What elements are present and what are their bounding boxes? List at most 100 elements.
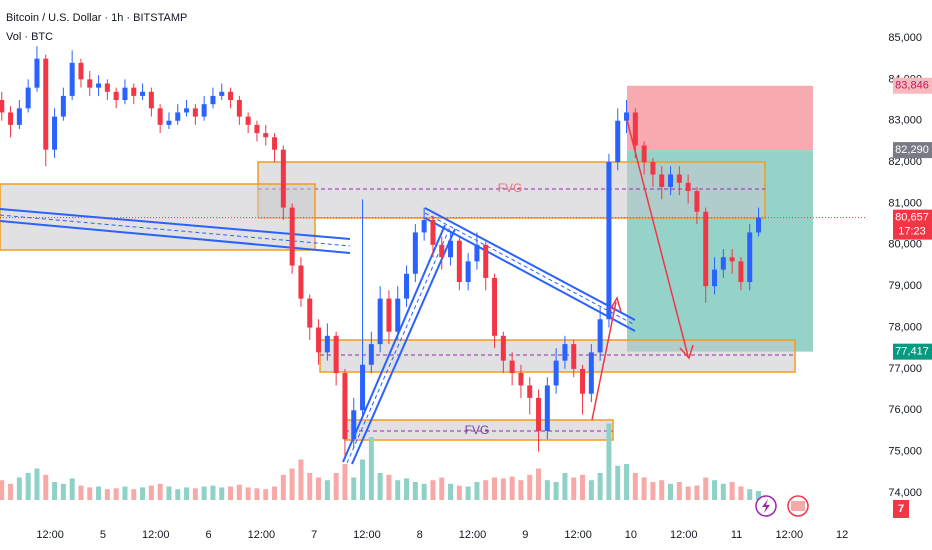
volume-bar (474, 482, 480, 500)
y-tick-label: 80,000 (888, 239, 922, 251)
x-tick-label: 12:00 (670, 529, 698, 541)
candle-body (272, 137, 278, 150)
volume-bar (659, 480, 665, 500)
volume-bar (254, 488, 260, 500)
candle-body (527, 385, 533, 398)
candle-body (536, 397, 542, 431)
candle-body (641, 145, 647, 163)
volume-bar (34, 468, 40, 500)
candle-body (104, 83, 110, 92)
y-tick-label: 77,000 (888, 363, 922, 375)
price-tag-label: 80,657 (895, 212, 929, 224)
trendline-mid (346, 226, 451, 464)
candle-body (676, 174, 682, 183)
stop-zone (627, 85, 813, 151)
candle-body (404, 273, 410, 299)
candle-body (553, 360, 559, 386)
volume-bar (747, 489, 753, 500)
badge (893, 500, 909, 518)
candle-body (377, 298, 383, 345)
volume-bar (500, 478, 506, 500)
volume-bar (307, 473, 313, 500)
price-tag-label: 82,290 (895, 144, 929, 156)
candle-body (192, 108, 198, 117)
candle-body (0, 100, 5, 113)
candle-body (16, 108, 22, 125)
volume-bar (368, 437, 374, 500)
volume-bar (624, 464, 630, 500)
candle-body (747, 232, 753, 283)
volume-bar (263, 489, 269, 500)
volume-bar (483, 480, 489, 500)
volume-bar (430, 480, 436, 500)
candle-body (632, 112, 638, 146)
x-tick-label: 12:00 (459, 529, 487, 541)
x-tick-label: 12:00 (564, 529, 592, 541)
candle-body (236, 100, 242, 117)
y-tick-label: 83,000 (888, 115, 922, 127)
volume-bar (280, 474, 286, 500)
volume-bar (518, 480, 524, 500)
trendline (351, 228, 456, 465)
volume-bar (712, 480, 718, 500)
x-tick-label: 6 (205, 529, 211, 541)
candle-body (580, 368, 586, 394)
candle-body (157, 108, 163, 125)
candle-body (421, 220, 427, 233)
volume-bar (43, 474, 49, 500)
price-tag (893, 77, 932, 94)
x-tick-label: 7 (311, 529, 317, 541)
trendline (342, 224, 446, 463)
trendline-mid (0, 214, 351, 247)
candle-body (430, 220, 436, 245)
price-tag (893, 209, 932, 240)
candle-body (87, 79, 93, 88)
candle-body (615, 120, 621, 163)
y-tick-label: 79,000 (888, 280, 922, 292)
candle-body (43, 58, 49, 150)
candle-body (703, 211, 709, 287)
candle-body (685, 182, 691, 192)
volume-bar (421, 483, 427, 500)
candle-body (148, 91, 154, 109)
candle-body (395, 298, 401, 332)
candle-body (60, 95, 66, 117)
candle-body (412, 232, 418, 274)
volume-bar (404, 478, 410, 500)
volume-bar (351, 477, 357, 500)
candle-body (316, 327, 322, 353)
volume-bar (544, 480, 550, 500)
candle-body (219, 91, 225, 96)
volume-bar (16, 477, 22, 500)
x-tick-label: 12:00 (142, 529, 170, 541)
volume-bar (324, 480, 330, 500)
arrow (626, 119, 689, 357)
volume-bar (104, 489, 110, 500)
price-tag-label: 77,417 (895, 346, 929, 358)
volume-bar (184, 487, 190, 500)
candle-body (52, 116, 58, 150)
volume-bar (192, 488, 198, 500)
volume-bar (122, 486, 128, 500)
y-tick-label: 81,000 (888, 197, 922, 209)
volume-bar (25, 473, 31, 500)
candle-body (360, 364, 366, 411)
volume-bar (606, 423, 612, 500)
volume-bar (333, 473, 339, 500)
candle-body (122, 87, 128, 101)
candle-body (588, 352, 594, 394)
volume-bar (536, 468, 542, 500)
volume-bar (553, 482, 559, 500)
candle-body (368, 344, 374, 365)
candle-body (78, 62, 84, 80)
volume-bar (720, 483, 726, 500)
volume-bar (131, 489, 137, 500)
candle-body (659, 174, 665, 187)
volume-bar (509, 476, 515, 500)
volume-bar (588, 480, 594, 500)
volume-bar (439, 477, 445, 500)
volume-bar (210, 485, 216, 500)
volume-bar (580, 474, 586, 500)
volume-bar (676, 482, 682, 500)
candle-body (456, 240, 462, 283)
